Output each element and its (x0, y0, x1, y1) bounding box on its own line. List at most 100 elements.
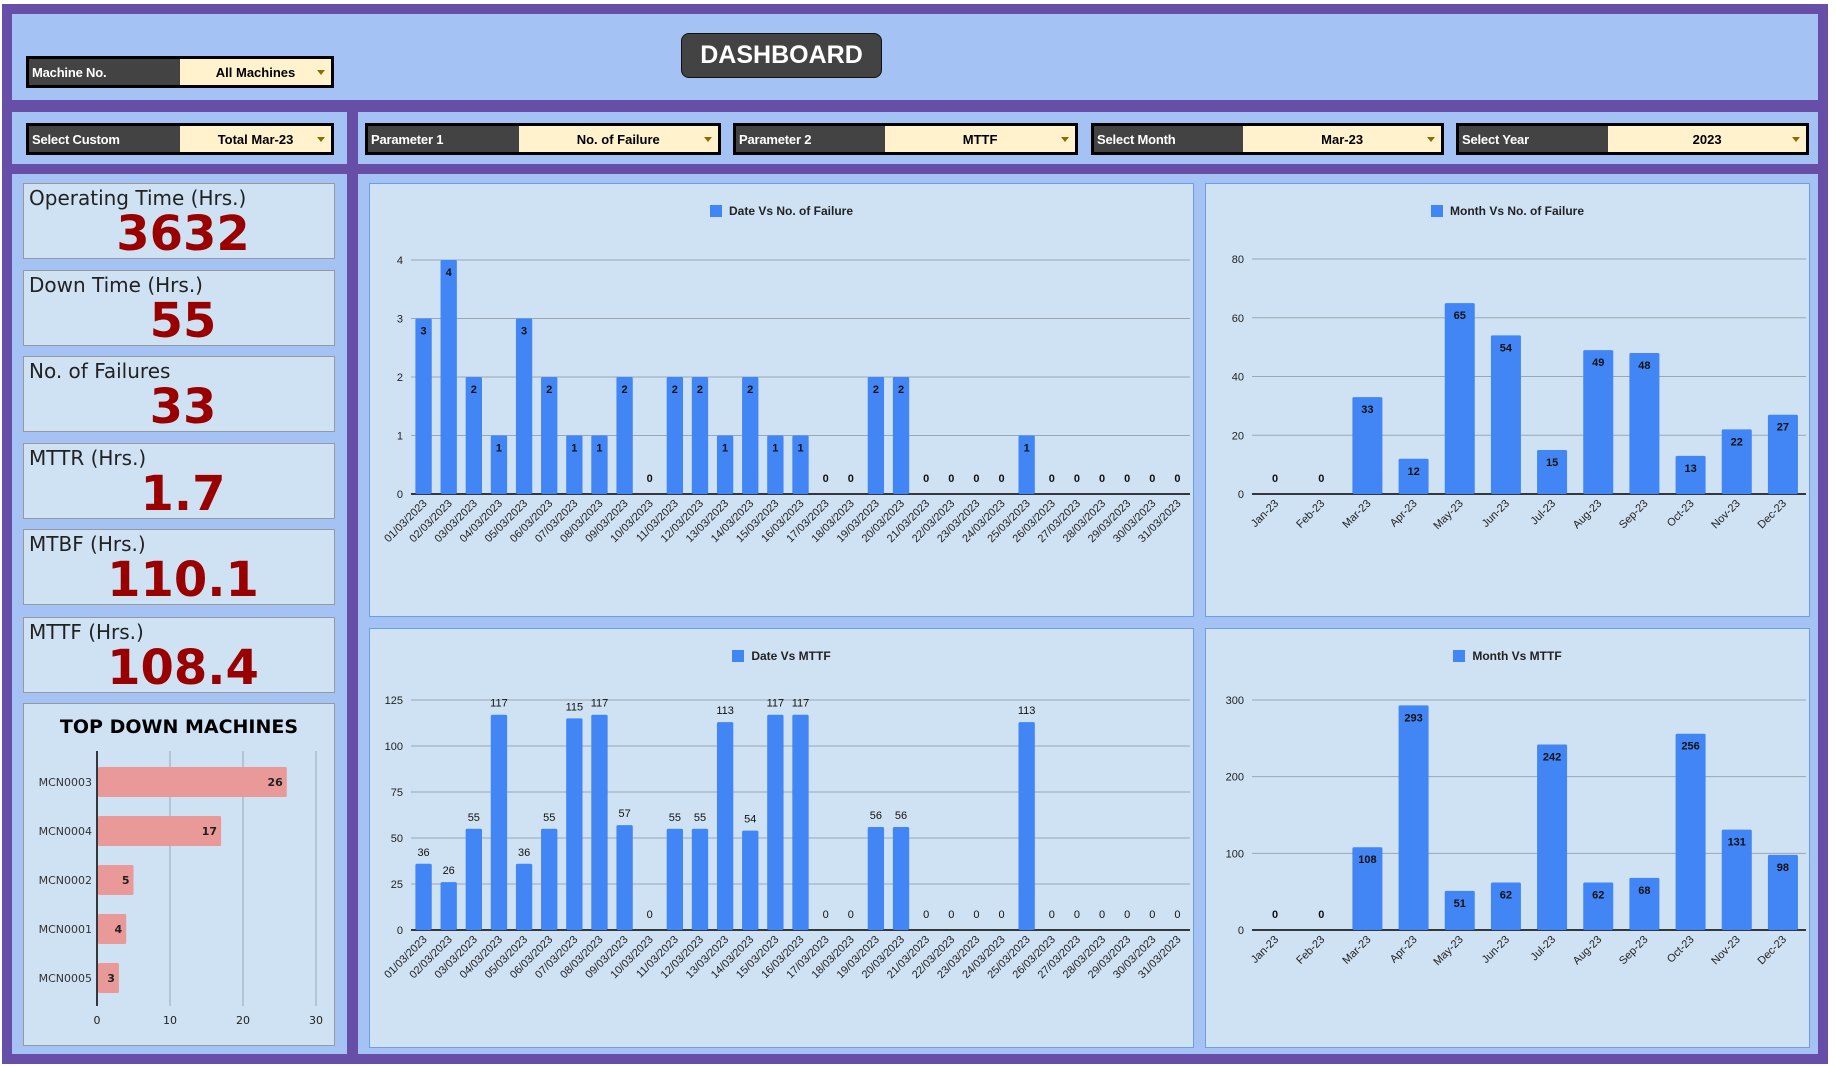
parameter2-select[interactable]: MTTF (885, 126, 1075, 152)
dropdown-arrow-icon[interactable] (317, 70, 325, 75)
data-label: 293 (1404, 712, 1422, 724)
bar (1444, 303, 1475, 494)
month-select[interactable]: Mar-23 (1243, 126, 1441, 152)
y-tick-label: 3 (397, 314, 403, 326)
data-label: 2 (898, 384, 904, 396)
data-label: 68 (1638, 885, 1650, 897)
dropdown-arrow-icon[interactable] (1061, 137, 1069, 142)
data-label: 4 (115, 923, 123, 936)
data-label: 15 (1546, 457, 1558, 469)
year-select[interactable]: 2023 (1608, 126, 1806, 152)
parameter1-dropdown[interactable]: Parameter 1 No. of Failure (365, 123, 721, 155)
year-dropdown[interactable]: Select Year 2023 (1456, 123, 1809, 155)
data-label: 0 (823, 909, 829, 921)
bar (515, 318, 533, 494)
data-label: 33 (1361, 404, 1373, 416)
data-label: 1 (772, 443, 778, 455)
bar (892, 377, 910, 494)
bar (541, 377, 558, 494)
bar (1629, 353, 1660, 494)
bar (591, 714, 608, 930)
x-tick-label: Sep-23 (1617, 498, 1651, 532)
data-label: 0 (923, 473, 929, 485)
dropdown-arrow-icon[interactable] (317, 137, 325, 142)
kpi-mttr: MTTR (Hrs.) 1.7 (23, 443, 335, 522)
kpi-value: 1.7 (140, 466, 226, 522)
data-label: 54 (744, 814, 756, 826)
y-tick-label: 100 (1226, 848, 1244, 860)
y-tick-label: 2 (397, 372, 403, 384)
bar (440, 260, 457, 494)
x-tick-label: May-23 (1431, 934, 1465, 968)
data-label: 1 (496, 443, 502, 455)
date-vs-failure-chart: Date Vs No. of Failure 0 1 2 3 4 3 01/03/2023 4… (369, 183, 1194, 617)
dropdown-arrow-icon[interactable] (1427, 137, 1435, 142)
data-label: 0 (1099, 473, 1105, 485)
chart-legend: Month Vs No. of Failure (1206, 204, 1809, 218)
month-label: Select Month (1097, 131, 1176, 147)
data-label: 2 (546, 384, 552, 396)
data-label: 22 (1731, 436, 1743, 448)
custom-dropdown[interactable]: Select Custom Total Mar-23 (26, 123, 334, 155)
bar (490, 435, 508, 494)
y-tick-label: 0 (397, 925, 403, 937)
bar (1767, 854, 1798, 930)
bar (98, 914, 127, 944)
x-tick-label: Dec-23 (1755, 934, 1789, 968)
bar (465, 377, 482, 494)
y-tick-label: 75 (391, 787, 403, 799)
bar (742, 377, 759, 494)
data-label: 54 (1500, 342, 1513, 354)
x-tick-label: 30 (309, 1014, 323, 1027)
bar (415, 318, 432, 494)
data-label: 117 (490, 698, 508, 710)
bar (742, 830, 759, 930)
y-tick-label: 20 (1232, 430, 1244, 442)
data-label: 256 (1681, 741, 1699, 753)
data-label: 0 (1074, 473, 1080, 485)
bar (465, 828, 482, 930)
data-label: 26 (443, 865, 455, 877)
dropdown-arrow-icon[interactable] (704, 137, 712, 142)
machine-dropdown[interactable]: Machine No. All Machines (26, 56, 334, 88)
data-label: 0 (647, 909, 653, 921)
month-dropdown[interactable]: Select Month Mar-23 (1091, 123, 1444, 155)
x-tick-label: Nov-23 (1709, 498, 1743, 532)
dropdown-arrow-icon[interactable] (1792, 137, 1800, 142)
custom-select[interactable]: Total Mar-23 (180, 126, 331, 152)
bar (566, 435, 583, 494)
parameter1-select[interactable]: No. of Failure (518, 126, 718, 152)
y-tick-label: MCN0003 (39, 776, 92, 789)
y-tick-label: 0 (1238, 925, 1244, 937)
data-label: 0 (1074, 909, 1080, 921)
data-label: 0 (1099, 909, 1105, 921)
data-label: 1 (1024, 443, 1030, 455)
bar (1583, 882, 1614, 930)
data-label: 2 (672, 384, 678, 396)
data-label: 27 (1777, 422, 1789, 434)
kpi-mtbf: MTBF (Hrs.) 110.1 (23, 529, 335, 608)
data-label: 2 (873, 384, 879, 396)
x-tick-label: Jul-23 (1529, 934, 1559, 964)
x-tick-label: Jul-23 (1529, 498, 1559, 528)
kpi-value: 110.1 (107, 552, 259, 608)
data-label: 65 (1454, 310, 1466, 322)
bar (591, 435, 608, 494)
x-tick-label: Apr-23 (1388, 498, 1420, 530)
data-label: 13 (1684, 463, 1696, 475)
parameter2-dropdown[interactable]: Parameter 2 MTTF (733, 123, 1078, 155)
month-vs-mttf-chart: Month Vs MTTF 0 100 200 300 0 Jan-23 0 Feb-23 10… (1205, 628, 1810, 1048)
data-label: 1 (571, 443, 577, 455)
machine-label: Machine No. (32, 64, 107, 80)
data-label: 5 (122, 874, 130, 887)
x-tick-label: Aug-23 (1571, 934, 1605, 968)
machine-select[interactable]: All Machines (180, 59, 331, 85)
bar (440, 882, 457, 930)
y-tick-label: 0 (397, 489, 403, 501)
bar (616, 377, 633, 494)
bar (666, 377, 684, 494)
bar (515, 863, 533, 930)
bar (792, 714, 809, 930)
bar (541, 828, 558, 930)
y-tick-label: 300 (1226, 695, 1244, 707)
